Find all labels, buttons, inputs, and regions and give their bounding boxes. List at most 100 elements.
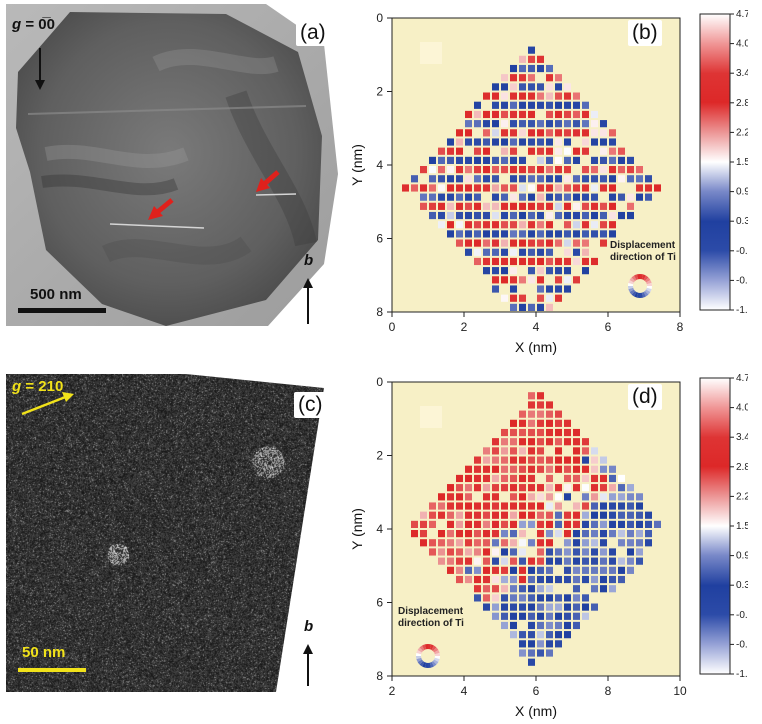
heatmap-cell [591, 484, 598, 492]
heatmap-cell [591, 166, 598, 174]
heatmap-cell [564, 101, 571, 109]
heatmap-cell [519, 303, 526, 311]
heatmap-cell [537, 456, 544, 464]
heatmap-cell [546, 166, 553, 174]
heatmap-cell [501, 502, 508, 510]
heatmap-cell [618, 156, 625, 164]
heatmap-cell [546, 83, 553, 91]
heatmap-cell [582, 175, 589, 183]
heatmap-cell [573, 101, 580, 109]
heatmap-cell [510, 101, 517, 109]
heatmap-cell [537, 294, 544, 302]
heatmap-cell [636, 511, 643, 519]
heatmap-cell [546, 465, 553, 473]
heatmap-cell [618, 175, 625, 183]
heatmap-cell [609, 138, 616, 146]
heatmap-cell [501, 456, 508, 464]
heatmap-cell [528, 575, 535, 584]
heatmap-cell [528, 612, 535, 620]
heatmap-cell [474, 147, 481, 155]
heatmap-cell [492, 594, 499, 602]
heatmap-cell [537, 202, 544, 210]
heatmap-cell [528, 83, 535, 91]
heatmap-cell [456, 193, 463, 201]
heatmap-cell [555, 557, 562, 565]
heatmap-cell [555, 257, 562, 266]
heatmap-cell [627, 156, 634, 164]
heatmap-cell [501, 557, 508, 565]
heatmap-cell [510, 221, 517, 229]
heatmap-cell [438, 147, 445, 155]
heatmap-cell [528, 456, 535, 464]
heatmap-cell [546, 557, 553, 565]
heatmap-cell [537, 193, 544, 201]
heatmap-cell [510, 193, 517, 201]
heatmap-cell [474, 193, 481, 201]
heatmap-cell [456, 221, 463, 229]
heatmap-cell [564, 484, 571, 492]
heatmap-cell [609, 184, 616, 192]
heatmap-cell [447, 230, 454, 238]
direction-color-wheel [416, 644, 440, 668]
heatmap-cell [546, 438, 553, 446]
heatmap-cell [420, 539, 427, 547]
heatmap-cell [492, 484, 499, 492]
heatmap-cell [510, 110, 517, 119]
heatmap-cell [573, 502, 580, 510]
heatmap-cell [600, 230, 607, 238]
heatmap-cell [429, 548, 436, 556]
heatmap-cell [483, 566, 490, 574]
heatmap-cell [564, 285, 571, 293]
x-tick-label: 2 [389, 684, 396, 698]
heatmap-cell [537, 83, 544, 91]
faint-square [420, 42, 442, 64]
heatmap-cell [609, 585, 616, 593]
heatmap-cell [618, 166, 625, 174]
heatmap-cell [420, 520, 427, 528]
heatmap-cell [447, 175, 454, 183]
heatmap-cell [573, 585, 580, 593]
heatmap-cell [501, 202, 508, 210]
heatmap-cell [420, 511, 427, 519]
y-tick-label: 8 [376, 669, 383, 683]
heatmap-cell [483, 156, 490, 164]
heatmap-cell [555, 548, 562, 556]
heatmap-cell [537, 64, 544, 73]
heatmap-cell [555, 640, 562, 648]
heatmap-cell [564, 603, 571, 611]
heatmap-cell [645, 511, 652, 519]
heatmap-cell [429, 175, 436, 183]
heatmap-cell [627, 548, 634, 556]
heatmap-cell [447, 147, 454, 155]
heatmap-cell [465, 175, 472, 183]
heatmap-cell [483, 120, 490, 128]
heatmap-cell [492, 92, 499, 100]
heatmap-cell [555, 129, 562, 137]
heatmap-cell [492, 474, 499, 483]
heatmap-cell [501, 211, 508, 220]
heatmap-cell [636, 175, 643, 183]
heatmap-cell [528, 428, 535, 437]
heatmap-cell [483, 493, 490, 501]
colorbar-tick-label: -0.31 [736, 246, 748, 257]
heatmap-cell [537, 447, 544, 455]
heatmap-cell [519, 575, 526, 584]
heatmap-cell [510, 612, 517, 620]
heatmap-cell [474, 456, 481, 464]
heatmap-cell [546, 221, 553, 229]
heatmap-cell [528, 465, 535, 473]
heatmap-cell [555, 156, 562, 164]
heatmap-cell [573, 184, 580, 192]
heatmap-cell [501, 612, 508, 620]
heatmap-cell [519, 294, 526, 302]
x-axis-label: X (nm) [515, 339, 557, 355]
colorbar-tick-label: 4.08 [736, 403, 748, 414]
heatmap-cell [519, 101, 526, 109]
heatmap-cell [573, 175, 580, 183]
heatmap-cell [582, 502, 589, 510]
heatmap-cell [564, 193, 571, 201]
heatmap-cell [483, 175, 490, 183]
heatmap-cell [528, 401, 535, 409]
heatmap-cell [483, 539, 490, 547]
